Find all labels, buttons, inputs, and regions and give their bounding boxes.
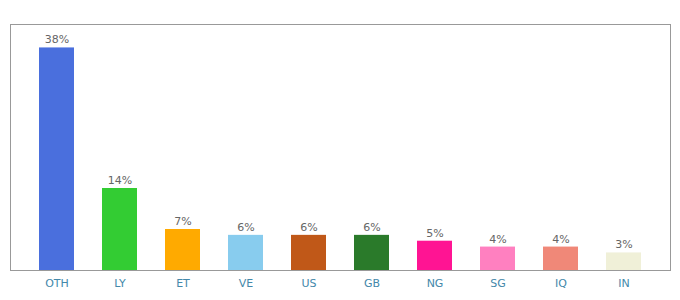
svg-text:5%: 5% (426, 227, 443, 240)
svg-text:4%: 4% (552, 233, 569, 246)
svg-text:IN: IN (618, 277, 629, 290)
svg-text:SG: SG (490, 277, 506, 290)
svg-text:VE: VE (239, 277, 254, 290)
svg-text:4%: 4% (489, 233, 506, 246)
svg-text:OTH: OTH (45, 277, 69, 290)
svg-text:NG: NG (427, 277, 444, 290)
svg-text:IQ: IQ (555, 277, 567, 290)
svg-text:38%: 38% (45, 33, 69, 46)
svg-text:6%: 6% (363, 221, 380, 234)
svg-text:ET: ET (176, 277, 190, 290)
svg-text:LY: LY (114, 277, 126, 290)
svg-text:7%: 7% (174, 215, 191, 228)
svg-text:GB: GB (364, 277, 380, 290)
svg-text:US: US (301, 277, 316, 290)
svg-text:14%: 14% (108, 174, 132, 187)
svg-text:6%: 6% (237, 221, 254, 234)
svg-text:3%: 3% (615, 238, 632, 251)
svg-text:6%: 6% (300, 221, 317, 234)
